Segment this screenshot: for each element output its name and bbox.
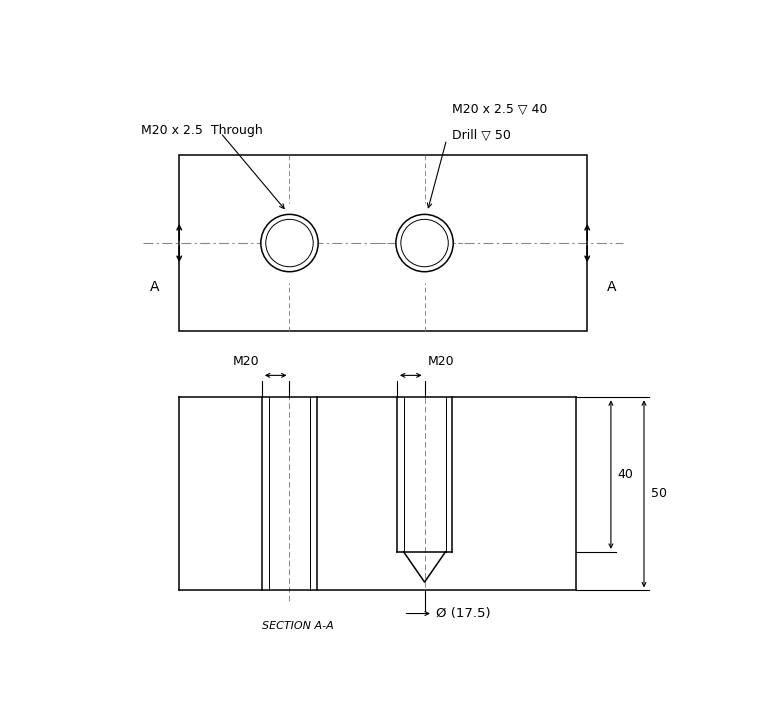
Bar [179, 155, 587, 332]
Bar [179, 155, 587, 332]
Circle shape [261, 214, 318, 271]
Text: 50: 50 [651, 488, 667, 500]
Text: M20: M20 [427, 355, 454, 368]
Polygon shape [424, 552, 445, 582]
Bar [268, 397, 310, 591]
Text: Drill ▽ 50: Drill ▽ 50 [452, 129, 511, 142]
Polygon shape [403, 552, 424, 582]
Bar [403, 397, 445, 552]
Bar [452, 397, 576, 591]
Bar [179, 397, 262, 591]
Bar [445, 552, 452, 591]
Text: A: A [150, 280, 159, 294]
Text: A: A [608, 280, 617, 294]
Text: M20 x 2.5  Through: M20 x 2.5 Through [140, 124, 262, 137]
Text: M20 x 2.5 ▽ 40: M20 x 2.5 ▽ 40 [452, 102, 548, 115]
Bar [317, 397, 397, 591]
Circle shape [396, 214, 453, 271]
Text: Ø (17.5): Ø (17.5) [435, 607, 490, 620]
Bar [403, 582, 445, 591]
Bar [397, 552, 403, 591]
Text: SECTION A-A: SECTION A-A [262, 621, 334, 632]
Text: 40: 40 [618, 468, 633, 481]
Text: M20: M20 [232, 355, 259, 368]
